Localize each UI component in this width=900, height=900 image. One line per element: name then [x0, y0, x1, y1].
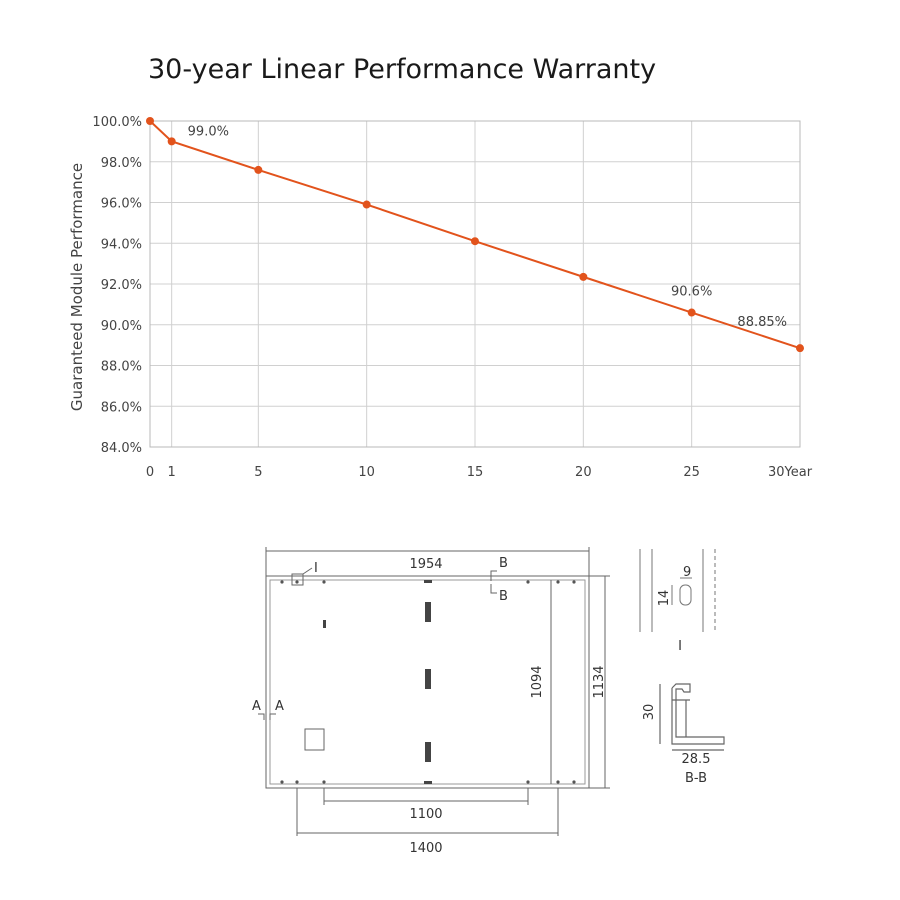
detail-i-leader [302, 567, 313, 575]
x-tick-label: 0 [146, 465, 154, 480]
frame-profile [671, 683, 725, 745]
section-mark-b-bottom [490, 584, 497, 594]
section-mark-a-left [258, 713, 265, 720]
mount-hole [295, 580, 299, 584]
x-tick-label: 5 [254, 465, 262, 480]
section-a-left-label: A [252, 699, 261, 714]
data-point [254, 165, 263, 174]
label-plate [304, 728, 325, 751]
detail-i-marker [291, 573, 304, 586]
junction-box-top [425, 602, 431, 622]
detail-i-slot [679, 584, 692, 606]
section-mark-b-top [490, 570, 497, 581]
x-tick-label: 10 [358, 465, 375, 480]
dim-length-label: 1954 [409, 557, 442, 572]
mount-hole [556, 580, 560, 584]
mount-hole [280, 580, 284, 584]
module-inner-outline [269, 579, 586, 785]
dim-mount-outer-label: 1400 [409, 841, 442, 856]
mount-hole [526, 580, 530, 584]
dim-mount-inner-label: 1100 [409, 807, 442, 822]
section-height-label: 30 [642, 704, 657, 721]
mount-hole [556, 780, 560, 784]
series [146, 117, 804, 353]
x-axis-ticks: 0 1 5 10 15 20 25 30Year [146, 465, 813, 480]
junction-box-middle [425, 669, 431, 689]
data-point [796, 344, 804, 353]
data-point [687, 308, 696, 317]
data-point [167, 137, 176, 146]
section-mark-a-right [269, 713, 276, 720]
y-tick-label: 90.0% [101, 319, 142, 334]
y-tick-label: 94.0% [101, 237, 142, 252]
y-axis-label: Guaranteed Module Performance [68, 163, 86, 411]
data-point [146, 117, 154, 125]
mount-hole [322, 780, 326, 784]
chart-title: 30-year Linear Performance Warranty [148, 54, 657, 85]
cable-clip [323, 620, 326, 628]
junction-box-bottom [425, 742, 431, 762]
x-tick-label: 30Year [768, 465, 813, 480]
mount-hole [526, 780, 530, 784]
x-tick-label: 15 [467, 465, 484, 480]
x-tick-label: 25 [683, 465, 700, 480]
mount-hole [572, 580, 576, 584]
mount-hole [280, 780, 284, 784]
y-axis-ticks: 84.0% 86.0% 88.0% 90.0% 92.0% 94.0% 96.0% 98.0%… [92, 115, 142, 456]
section-width-label: 28.5 [682, 752, 711, 767]
section-b-bottom-label: B [499, 589, 508, 604]
y-tick-label: 92.0% [101, 278, 142, 293]
annotations: 99.0% 90.6% 88.85% [188, 124, 787, 330]
dim-frame-height-label: 1134 [592, 665, 607, 698]
y-tick-label: 98.0% [101, 156, 142, 171]
detail-hole-height-label: 14 [657, 590, 672, 607]
section-a-right-label: A [275, 699, 284, 714]
section-caption: B-B [685, 771, 707, 786]
dim-inner-height-label: 1094 [530, 665, 545, 698]
module-outline [265, 575, 590, 789]
performance-chart: 84.0% 86.0% 88.0% 90.0% 92.0% 94.0% 96.0% 98.0%… [68, 115, 813, 480]
section-b-top-label: B [499, 556, 508, 571]
detail-hole-width-label: 9 [683, 565, 691, 580]
x-tick-label: 1 [168, 465, 176, 480]
mount-hole [572, 780, 576, 784]
data-point [362, 200, 371, 209]
plot-frame [149, 120, 801, 448]
y-tick-label: 86.0% [101, 400, 142, 415]
performance-line [149, 120, 801, 350]
data-point [471, 237, 479, 246]
data-label: 99.0% [188, 124, 229, 139]
mount-hole [322, 580, 326, 584]
data-point [579, 272, 588, 281]
y-tick-label: 84.0% [101, 441, 142, 456]
top-connector [424, 580, 432, 583]
detail-i-label: I [314, 561, 318, 576]
y-tick-label: 100.0% [92, 115, 142, 130]
data-label: 88.85% [737, 315, 787, 330]
detail-i-caption: I [678, 639, 682, 654]
mount-hole [295, 780, 299, 784]
x-tick-label: 20 [575, 465, 592, 480]
y-tick-label: 88.0% [101, 360, 142, 375]
data-label: 90.6% [671, 285, 712, 300]
bottom-connector [424, 781, 432, 784]
y-tick-label: 96.0% [101, 197, 142, 212]
